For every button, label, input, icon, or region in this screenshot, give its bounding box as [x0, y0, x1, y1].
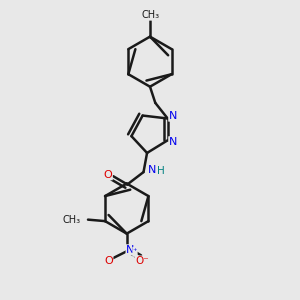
Text: H: H — [157, 167, 164, 176]
Text: CH₃: CH₃ — [142, 10, 160, 20]
Text: N: N — [169, 137, 177, 147]
Text: CH₃: CH₃ — [62, 214, 81, 225]
Text: N: N — [169, 111, 177, 121]
Text: O⁻: O⁻ — [135, 256, 149, 266]
Text: N: N — [148, 165, 157, 175]
Text: ⁺: ⁺ — [133, 248, 137, 256]
Text: O: O — [103, 170, 112, 180]
Text: N: N — [126, 245, 134, 255]
Text: O: O — [104, 256, 113, 266]
